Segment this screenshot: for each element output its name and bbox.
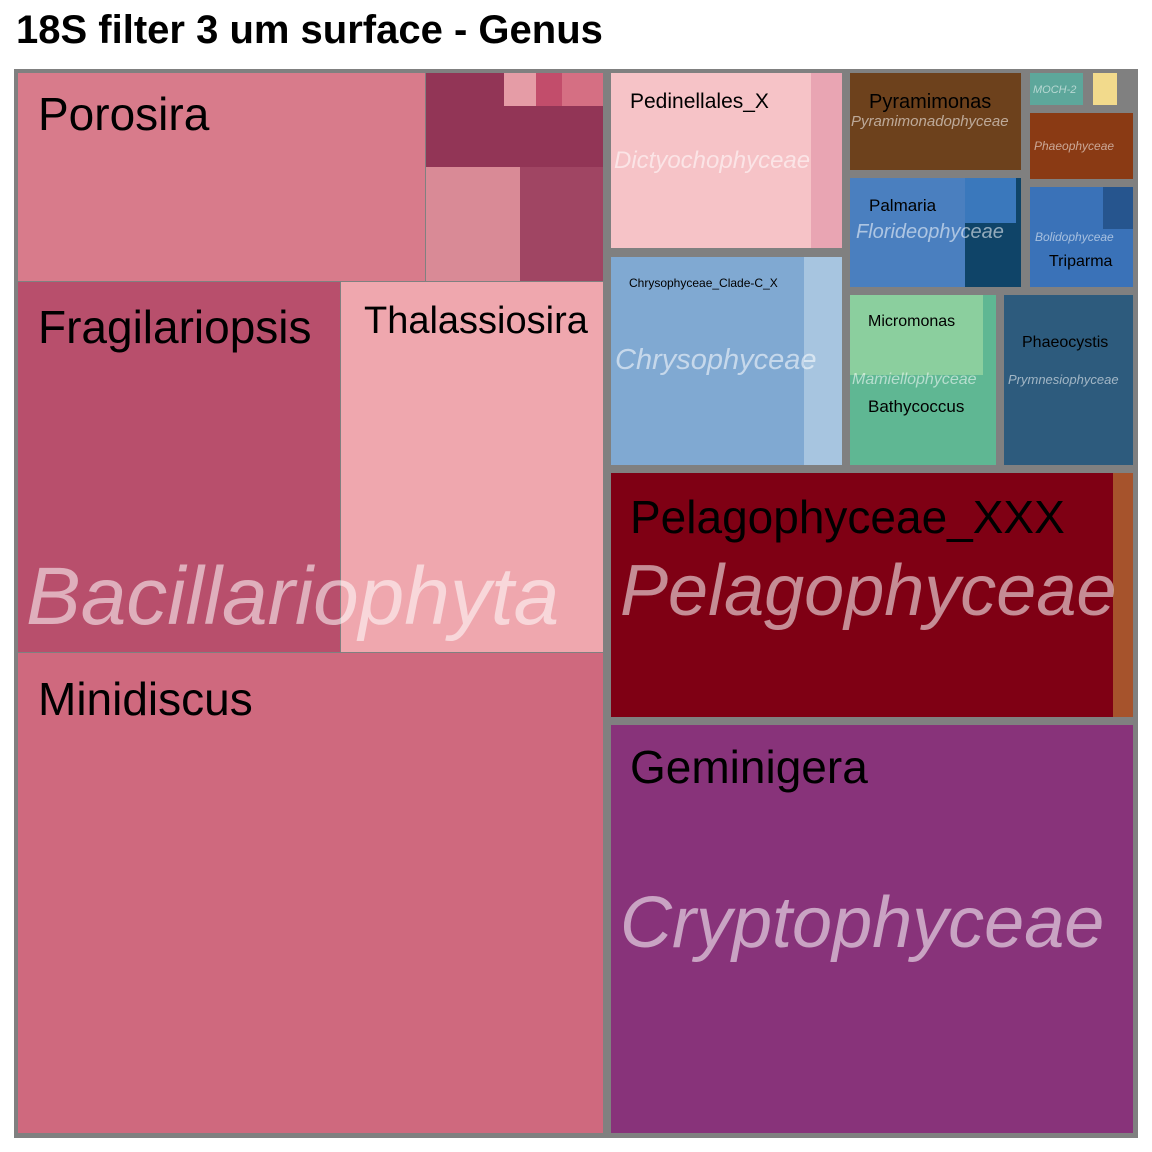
genus-label-pyramimonas: Pyramimonas: [869, 91, 992, 113]
genus-label-porosira: Porosira: [38, 88, 210, 140]
group-label-mamiellophyceae: Mamiellophyceae: [852, 371, 977, 388]
tile-pyramimonas[interactable]: [850, 73, 1021, 170]
group-label-moch-2: MOCH-2: [1033, 84, 1077, 96]
tile-bacillariophyta-minor[interactable]: [562, 73, 603, 106]
group-label-pelagophyceae: Pelagophyceae: [620, 551, 1117, 631]
genus-label-pedinellales: Pedinellales_X: [630, 90, 769, 113]
group-label-prymnesiophyceae: Prymnesiophyceae: [1008, 372, 1119, 387]
tile-bacillariophyta-minor[interactable]: [426, 167, 520, 281]
tile-bacillariophyta-minor[interactable]: [504, 73, 536, 106]
tile-bacillariophyta-minor[interactable]: [504, 106, 603, 167]
tile-chrysophyceae-minor[interactable]: [804, 257, 842, 465]
genus-label-palmaria: Palmaria: [869, 196, 937, 215]
genus-label-micromonas: Micromonas: [868, 313, 956, 330]
tile-thalassiosira[interactable]: [341, 282, 603, 652]
tile-minor-yellow[interactable]: [1093, 73, 1117, 105]
tile-geminigera[interactable]: [611, 725, 1133, 1133]
group-label-bacillariophyta: Bacillariophyta: [26, 551, 560, 642]
tile-porosira[interactable]: [18, 73, 425, 281]
genus-label-bathycoccus: Bathycoccus: [868, 397, 965, 416]
tile-fragilariopsis[interactable]: [18, 282, 340, 652]
tile-florideophyceae-minor[interactable]: [965, 178, 1016, 223]
genus-label-triparma: Triparma: [1049, 253, 1113, 270]
genus-label-chrysophyceae-clade-c: Chrysophyceae_Clade-C_X: [629, 276, 778, 290]
tile-micromonas[interactable]: [850, 295, 983, 375]
chart-title: 18S filter 3 um surface - Genus: [16, 8, 603, 52]
group-label-cryptophyceae: Cryptophyceae: [620, 883, 1105, 963]
tile-pelagophyceae-minor[interactable]: [1113, 473, 1133, 717]
genus-label-geminigera: Geminigera: [630, 741, 868, 793]
genus-label-phaeocystis: Phaeocystis: [1022, 334, 1109, 351]
tile-phaeophyceae[interactable]: [1030, 113, 1133, 179]
genus-label-minidiscus: Minidiscus: [38, 673, 253, 725]
genus-label-fragilariopsis: Fragilariopsis: [38, 301, 312, 353]
tile-moch-2[interactable]: [1030, 73, 1083, 105]
tile-dictyochophyceae-minor[interactable]: [811, 73, 842, 248]
tile-bolidophyceae-minor[interactable]: [1103, 187, 1133, 229]
group-label-chrysophyceae: Chrysophyceae: [615, 344, 817, 376]
tile-bacillariophyta-minor[interactable]: [520, 167, 603, 281]
tile-minidiscus[interactable]: [18, 653, 603, 1133]
tile-chrysophyceae-clade-c[interactable]: [611, 257, 842, 465]
tile-pedinellales[interactable]: [611, 73, 842, 248]
tile-phaeocystis[interactable]: [1004, 295, 1133, 465]
tile-bacillariophyta-minor[interactable]: [426, 73, 504, 167]
group-label-pyramimonadophyceae: Pyramimonadophyceae: [851, 113, 1009, 130]
group-label-dictyochophyceae: Dictyochophyceae: [614, 147, 811, 174]
group-label-bolidophyceae: Bolidophyceae: [1035, 230, 1114, 244]
tile-pelagophyceae-xxx[interactable]: [611, 473, 1133, 717]
group-label-florideophyceae: Florideophyceae: [856, 221, 1004, 243]
group-label-phaeophyceae: Phaeophyceae: [1034, 139, 1115, 153]
genus-label-pelagophyceae-xxx: Pelagophyceae_XXX: [630, 491, 1065, 543]
tile-bacillariophyta-minor[interactable]: [536, 73, 562, 106]
genus-label-thalassiosira: Thalassiosira: [364, 300, 588, 342]
